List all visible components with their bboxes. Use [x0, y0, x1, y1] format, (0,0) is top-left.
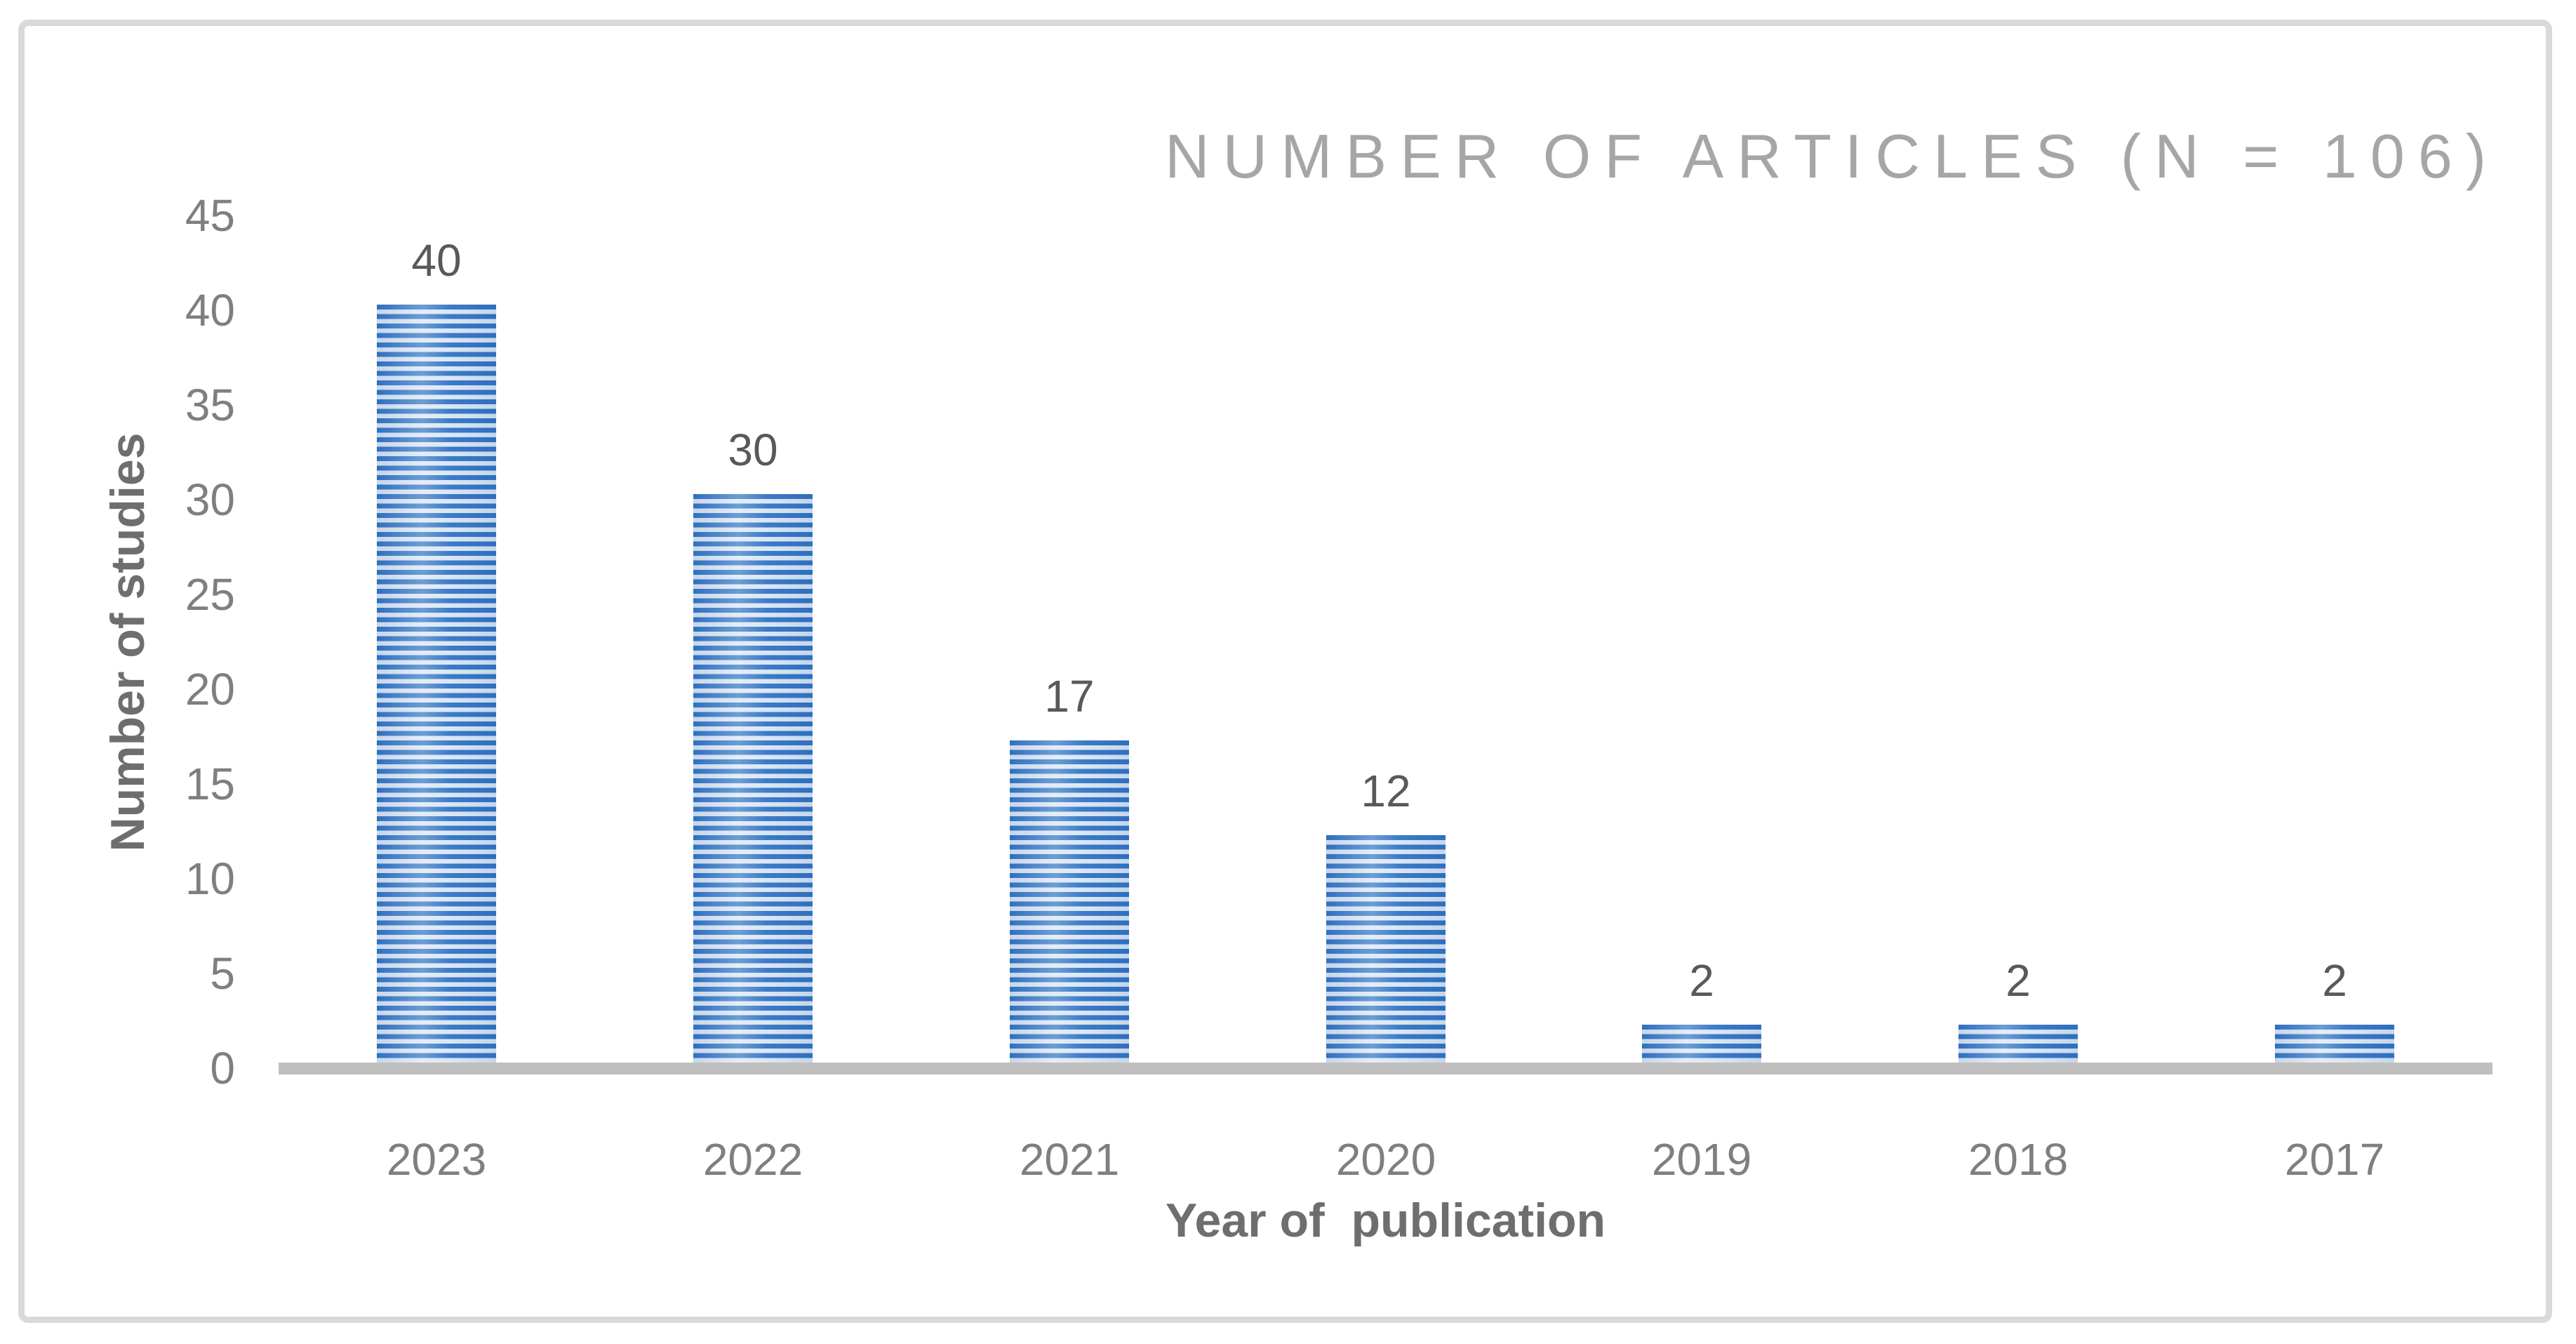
y-tick-label: 10 — [185, 853, 235, 904]
x-category-label-2023: 2023 — [386, 1134, 487, 1185]
y-tick-label: 30 — [185, 474, 235, 525]
bar-2019 — [1642, 1025, 1761, 1063]
data-label-2021: 17 — [1044, 671, 1095, 721]
data-label-2022: 30 — [728, 425, 778, 475]
y-tick-label: 40 — [185, 285, 235, 335]
chart-frame-border — [18, 20, 2552, 1323]
data-label-2017: 2 — [2322, 955, 2347, 1006]
bar-2017 — [2275, 1025, 2394, 1063]
y-tick-label: 25 — [185, 569, 235, 620]
x-category-label-2020: 2020 — [1335, 1134, 1436, 1185]
y-tick-label: 15 — [185, 759, 235, 809]
data-label-2020: 12 — [1361, 766, 1411, 816]
y-tick-label: 20 — [185, 664, 235, 714]
bar-2023 — [377, 305, 496, 1063]
y-tick-label: 45 — [185, 190, 235, 241]
x-category-label-2019: 2019 — [1651, 1134, 1752, 1185]
y-tick-label: 35 — [185, 380, 235, 430]
data-label-2018: 2 — [2006, 955, 2031, 1006]
x-axis-baseline — [279, 1063, 2492, 1074]
x-axis-title: Year of publication — [1165, 1194, 1606, 1247]
bar-2020 — [1326, 835, 1446, 1063]
bar-2018 — [1958, 1025, 2078, 1063]
x-category-label-2021: 2021 — [1019, 1134, 1120, 1185]
chart-title: NUMBER OF ARTICLES (N = 106) — [1165, 121, 2500, 191]
y-tick-label: 5 — [210, 948, 235, 999]
x-category-label-2017: 2017 — [2284, 1134, 2385, 1185]
bar-2022 — [693, 494, 813, 1063]
x-category-label-2022: 2022 — [702, 1134, 803, 1185]
data-label-2019: 2 — [1689, 955, 1714, 1006]
x-category-label-2018: 2018 — [1968, 1134, 2069, 1185]
data-label-2023: 40 — [411, 235, 462, 286]
bar-2021 — [1010, 740, 1129, 1063]
y-tick-label: 0 — [210, 1043, 235, 1093]
